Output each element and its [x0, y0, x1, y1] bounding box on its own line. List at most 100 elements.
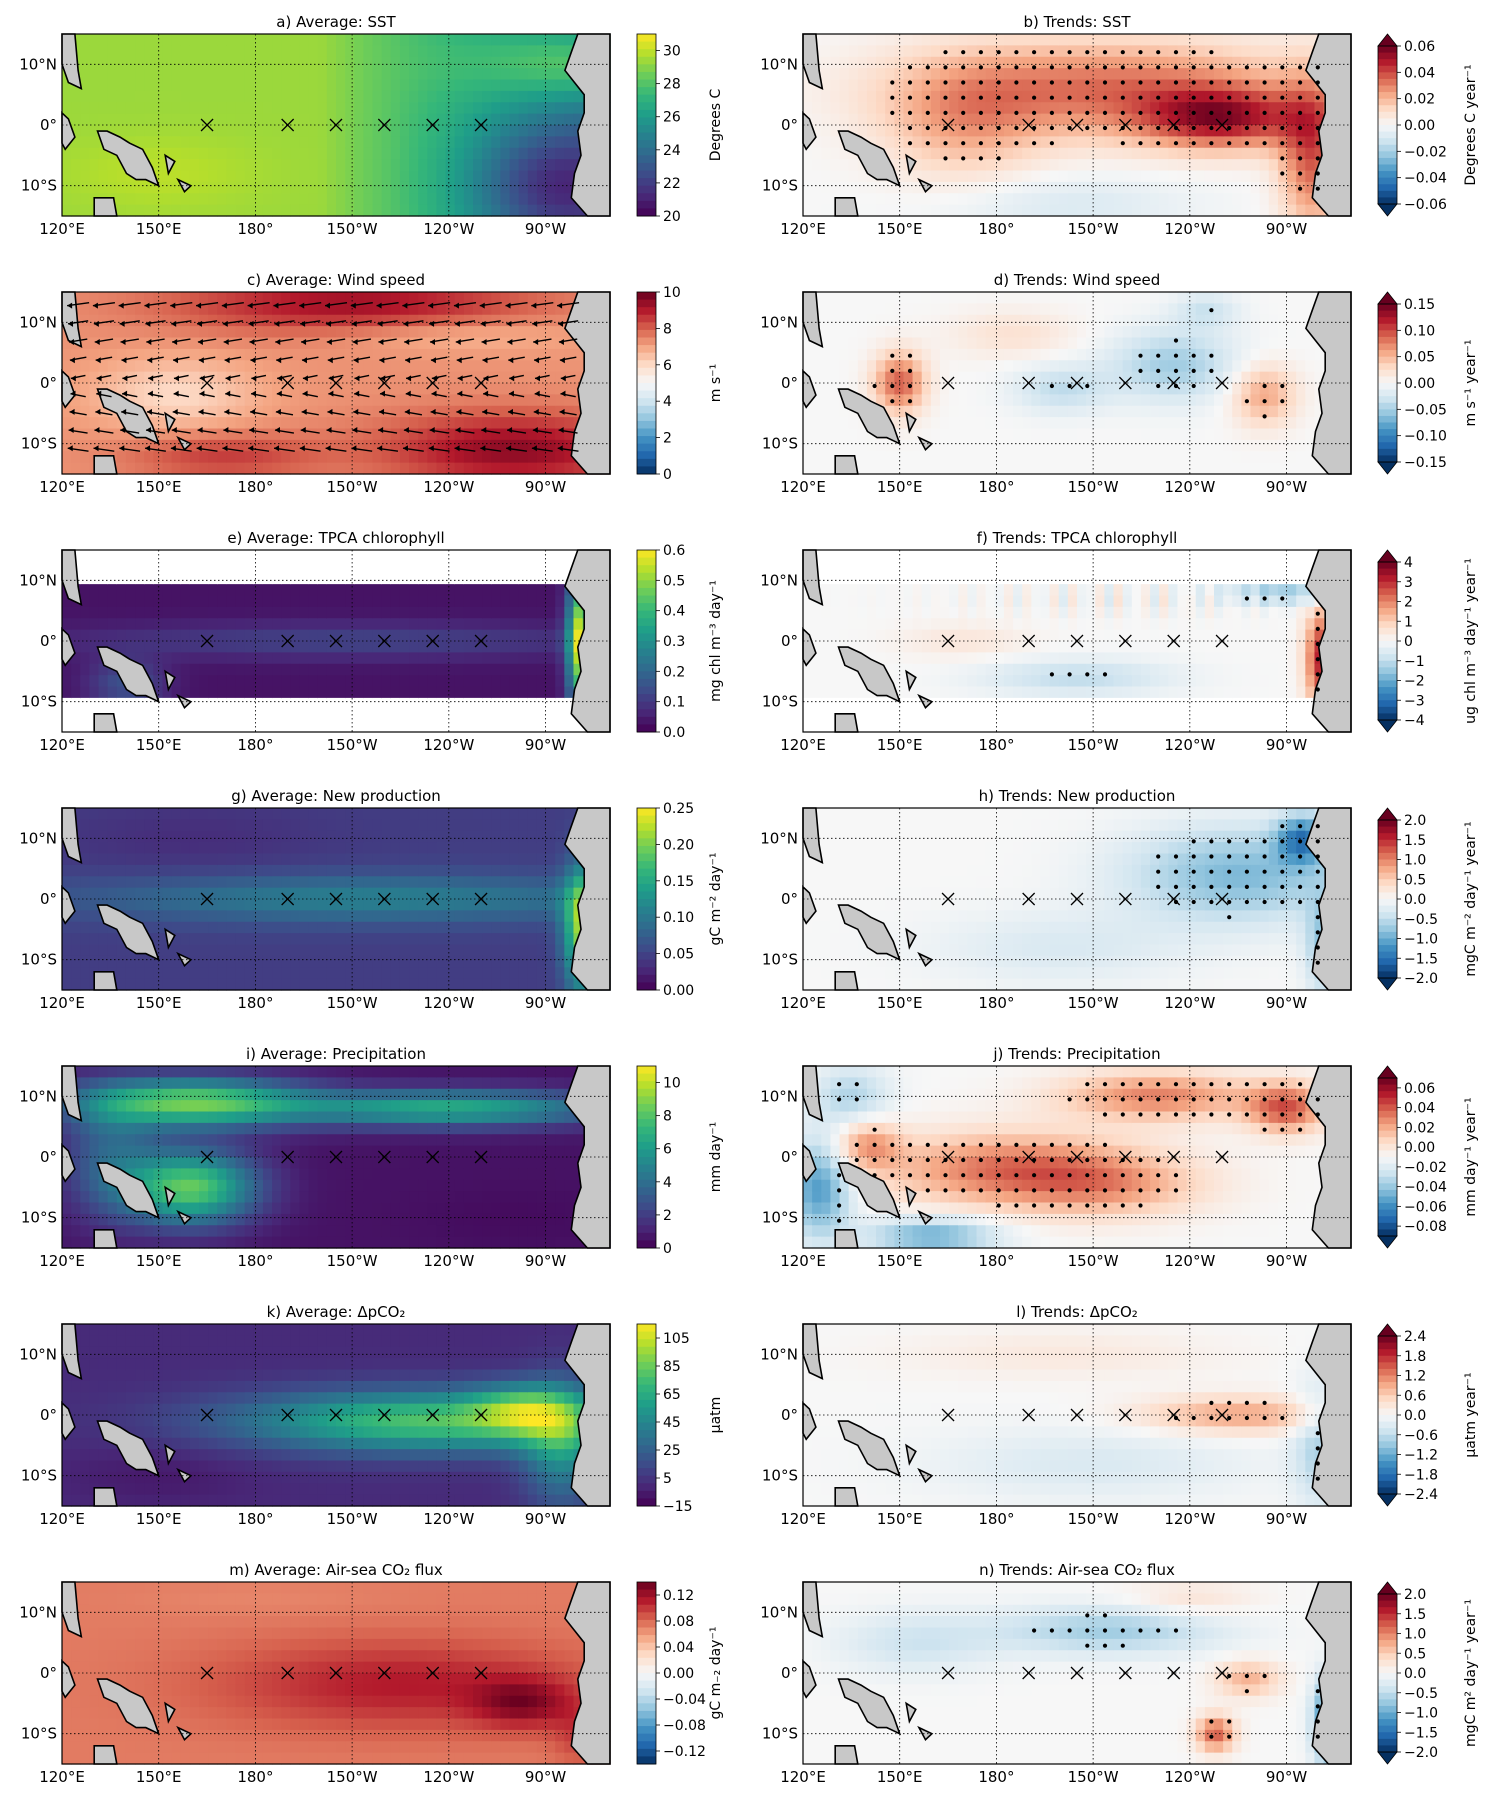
- field-cell: [135, 584, 145, 597]
- field-cell: [848, 417, 859, 430]
- field-cell: [1131, 113, 1142, 126]
- field-cell: [940, 337, 950, 350]
- significance-dot: [907, 80, 913, 85]
- field-cell: [235, 337, 246, 350]
- field-cell: [208, 337, 218, 350]
- field-cell: [1131, 56, 1142, 69]
- field-cell: [573, 102, 584, 115]
- field-cell: [1086, 462, 1096, 475]
- colorbar-extend-top: [1377, 291, 1398, 305]
- field-cell: [930, 348, 941, 361]
- field-cell: [857, 292, 868, 304]
- field-cell: [445, 451, 456, 464]
- field-cell: [354, 170, 364, 183]
- wind-arrowhead: [70, 375, 76, 382]
- field-cell: [1104, 136, 1115, 149]
- wind-arrowhead: [274, 427, 280, 434]
- field-cell: [253, 451, 264, 464]
- field-cell: [912, 79, 923, 92]
- field-cell: [390, 303, 401, 316]
- field-cell: [518, 292, 529, 304]
- field-cell: [135, 90, 145, 103]
- field-cell: [436, 314, 447, 327]
- field-cell: [436, 170, 447, 183]
- field-cell: [930, 371, 941, 384]
- field-cell: [162, 405, 173, 418]
- field-cell: [345, 394, 355, 407]
- field-cell: [555, 102, 565, 115]
- colorbar-step: [637, 352, 656, 361]
- field-cell: [71, 113, 81, 126]
- field-cell: [1040, 303, 1051, 316]
- field-cell: [135, 709, 145, 722]
- field-cell: [885, 337, 895, 350]
- field-cell: [1277, 383, 1288, 395]
- field-cell: [345, 337, 355, 350]
- field-cell: [994, 56, 1005, 69]
- field-cell: [336, 337, 346, 350]
- colorbar-step: [1378, 46, 1397, 54]
- field-cell: [427, 68, 438, 81]
- field-cell: [217, 125, 227, 137]
- field-cell: [153, 652, 164, 665]
- field-cell: [1195, 360, 1206, 373]
- field-cell: [518, 204, 529, 217]
- significance-dot: [1138, 353, 1143, 358]
- field-cell: [1022, 462, 1032, 475]
- field-cell: [821, 292, 831, 304]
- field-cell: [454, 136, 465, 149]
- field-cell: [1177, 79, 1188, 92]
- field-cell: [1195, 371, 1206, 384]
- field-cell: [199, 641, 209, 653]
- field-cell: [958, 439, 968, 452]
- field-cell: [107, 113, 118, 126]
- field-cell: [1040, 314, 1051, 327]
- field-cell: [1214, 303, 1224, 316]
- field-cell: [116, 314, 127, 327]
- field-cell: [107, 629, 118, 642]
- field-cell: [1259, 417, 1270, 430]
- wind-arrowhead: [533, 408, 539, 415]
- field-cell: [89, 595, 100, 608]
- field-cell: [1058, 462, 1069, 475]
- field-cell: [272, 417, 282, 430]
- field-cell: [326, 56, 337, 69]
- field-cell: [546, 34, 556, 46]
- field-cell: [116, 720, 127, 733]
- field-cell: [253, 303, 264, 316]
- field-cell: [518, 56, 529, 69]
- field-cell: [894, 181, 905, 194]
- field-cell: [940, 348, 950, 361]
- colorbar-step: [637, 162, 656, 171]
- field-cell: [244, 428, 255, 441]
- field-cell: [1040, 170, 1051, 183]
- field-cell: [546, 45, 556, 58]
- field-cell: [812, 394, 822, 407]
- field-cell: [436, 193, 447, 206]
- field-cell: [1003, 90, 1014, 103]
- field-cell: [409, 34, 419, 46]
- field-cell: [363, 303, 374, 316]
- wind-arrowhead: [560, 390, 566, 397]
- wind-arrowhead: [275, 408, 281, 415]
- significance-dot: [1298, 186, 1303, 191]
- field-cell: [62, 405, 72, 418]
- field-cell: [564, 125, 575, 137]
- field-cell: [1040, 34, 1051, 46]
- field-cell: [1003, 292, 1014, 304]
- field-cell: [71, 652, 81, 665]
- field-cell: [1168, 136, 1179, 149]
- field-cell: [153, 193, 164, 206]
- lon-tick-label: 150°E: [136, 220, 182, 238]
- field-cell: [1067, 159, 1078, 172]
- field-cell: [180, 314, 191, 327]
- field-cell: [1104, 147, 1115, 160]
- field-cell: [1241, 45, 1252, 58]
- field-cell: [199, 561, 209, 574]
- field-cell: [217, 360, 227, 373]
- field-cell: [235, 90, 246, 103]
- field-cell: [1150, 45, 1160, 58]
- field-cell: [199, 34, 209, 46]
- field-cell: [967, 439, 978, 452]
- field-cell: [555, 193, 565, 206]
